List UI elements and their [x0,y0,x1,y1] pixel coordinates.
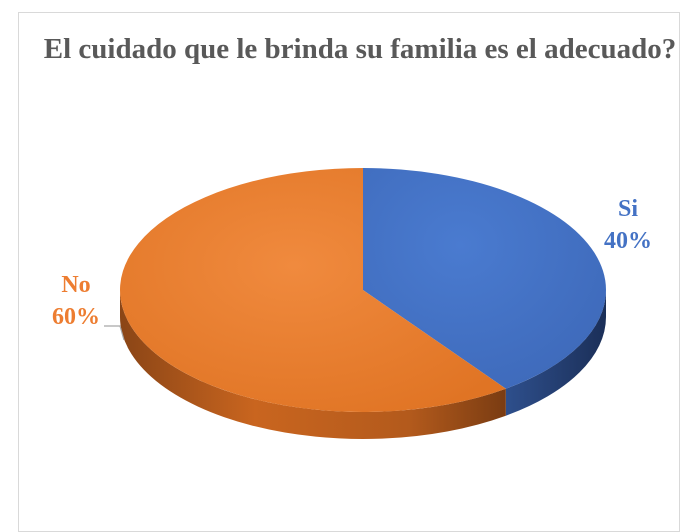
data-label-category: Si [618,196,638,222]
data-label-si: Si 40% [604,196,652,254]
data-label-value: 60% [52,304,100,330]
pie-slice-no [119,168,506,412]
pie-slices [119,168,606,412]
pie-data-labels: Si 40% No 60% [52,196,652,341]
pie-side-walls [120,290,606,439]
chart-title: El cuidado que le brinda su familia es e… [43,33,677,65]
pie-slice-si [363,168,606,389]
pie-chart: Si 40% No 60% [52,168,652,439]
data-label-value: 40% [604,228,652,254]
data-label-no: No 60% [52,272,100,330]
pie-side-no [120,290,506,439]
pie-side-si [505,290,606,416]
data-label-category: No [61,272,90,298]
leader-line [104,325,125,341]
